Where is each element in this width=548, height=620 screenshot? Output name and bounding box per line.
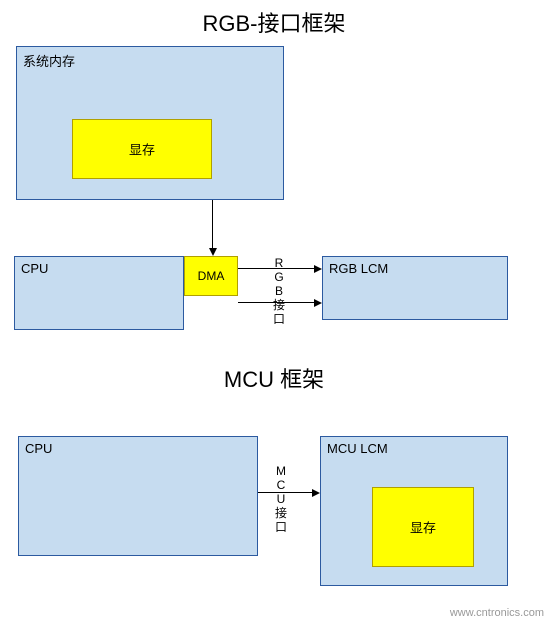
vram-label-rgb: 显存: [73, 140, 211, 159]
vchar: 口: [272, 312, 286, 326]
vchar: G: [272, 270, 286, 284]
arrow-cpu-mculcm-head: [312, 489, 320, 497]
arrow-dma-lcm1-head: [314, 265, 322, 273]
rgb-interface-label: R G B 接 口: [272, 256, 286, 326]
arrow-sysmem-dma-head: [209, 248, 217, 256]
sysmem-label: 系统内存: [23, 51, 75, 70]
vchar: M: [274, 464, 288, 478]
title-mcu: MCU 框架: [0, 362, 548, 394]
dma-box: DMA: [184, 256, 238, 296]
vchar: 口: [274, 520, 288, 534]
cpu-label-mcu: CPU: [25, 441, 52, 456]
arrow-dma-lcm2-head: [314, 299, 322, 307]
vchar: 接: [274, 506, 288, 520]
vchar: U: [274, 492, 288, 506]
cpu-box-mcu: CPU: [18, 436, 258, 556]
mcu-interface-label: M C U 接 口: [274, 464, 288, 534]
vram-box-mcu: 显存: [372, 487, 474, 567]
vram-box-rgb: 显存: [72, 119, 212, 179]
rgblcm-box: RGB LCM: [322, 256, 508, 320]
arrow-sysmem-dma-line: [212, 200, 213, 250]
vchar: B: [272, 284, 286, 298]
dma-label: DMA: [185, 269, 237, 283]
vchar: C: [274, 478, 288, 492]
cpu-box-rgb: CPU: [14, 256, 184, 330]
vchar: 接: [272, 298, 286, 312]
rgblcm-label: RGB LCM: [329, 261, 388, 276]
title-rgb: RGB-接口框架: [0, 6, 548, 38]
watermark: www.cntronics.com: [450, 607, 544, 619]
mculcm-label: MCU LCM: [327, 441, 388, 456]
cpu-label-rgb: CPU: [21, 261, 48, 276]
vchar: R: [272, 256, 286, 270]
vram-label-mcu: 显存: [373, 518, 473, 537]
